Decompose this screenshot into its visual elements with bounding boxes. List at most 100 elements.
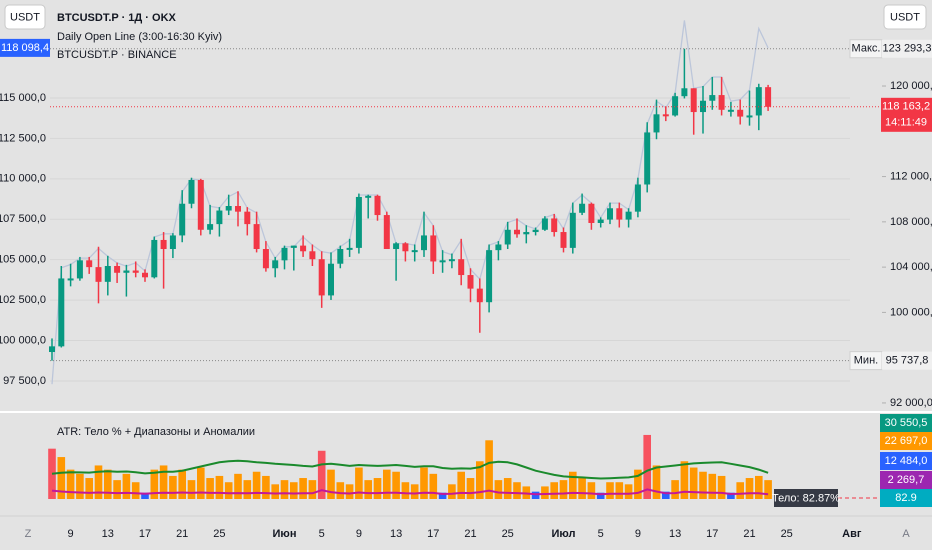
bar [215,475,224,499]
bar [457,471,465,499]
x-tick-label: 9 [635,528,641,540]
bar [57,457,66,499]
candle-body [653,114,660,133]
candle-body [439,260,446,263]
candle-body [393,243,400,250]
bar [643,434,651,499]
candle-body [104,265,111,282]
currency-right[interactable]: USDT [890,11,920,23]
candle-body [132,270,139,273]
candle-body [541,218,548,230]
bar [550,482,558,499]
y2-last-value: 118 098,4 [1,42,49,54]
candle-body [123,270,130,273]
bar [383,469,391,499]
bar [76,473,84,499]
bar [466,478,475,499]
x-tick-label: Июн [273,528,297,540]
candle-body [495,244,502,251]
candle-body [662,114,669,117]
candle-body [421,235,427,251]
candle-body [476,288,483,303]
bar [596,492,605,499]
legend-entry: BTCUSDT.P · BINANCE [57,49,177,61]
candle-body [560,232,567,248]
candle-body [616,208,623,220]
candle-body [151,239,158,278]
candle-body [346,247,353,250]
bar [197,467,205,499]
candle-body [486,250,493,303]
max-value: 123 293,3 [883,43,932,55]
bar [503,478,512,499]
scale-button[interactable]: Z [25,528,32,540]
readout-value: 2 269,7 [888,474,925,486]
currency-button[interactable] [883,4,927,30]
candle-body [216,210,223,225]
candle-body [551,218,558,233]
candle-body [755,87,762,116]
x-tick-label: 25 [781,528,793,540]
bar [327,469,335,499]
candle-body [383,215,390,250]
candle-body [514,229,520,235]
bar [178,469,186,499]
x-tick-label: 17 [139,528,151,540]
y-tick-label: 104 000,0 [890,261,932,273]
readout-tag [880,471,932,489]
bar [252,471,261,499]
bar [141,492,149,499]
candle-body [448,259,455,262]
y-tick-label: 112 000,0 [890,170,932,182]
candle-body [169,235,176,250]
countdown: 14:11:49 [885,117,927,129]
bar [280,480,289,499]
candle-body [402,243,409,252]
bar [531,491,540,499]
bar [317,450,326,499]
bar [373,478,382,499]
bar [429,473,438,499]
readout-tag [880,414,932,432]
auto-scale-button[interactable]: A [902,528,910,540]
bar [94,465,103,499]
bar [355,467,363,499]
bar [652,465,661,499]
max-value-tag [882,39,932,58]
bar [169,475,177,499]
candle-body [179,203,186,236]
candle-body [597,219,604,223]
y2-tick-label: 100 000,0 [0,334,46,346]
candle-body [737,109,744,117]
bar [736,482,744,499]
indicator-line [51,459,769,480]
bar [48,448,56,499]
candle-body [253,224,260,250]
y2-tick-label: 110 000,0 [0,173,46,185]
bar [224,482,233,499]
readout-value: 22 697,0 [885,435,928,447]
bar [243,480,252,499]
bar [764,480,772,499]
plot: 97 500,0 100 000,0 102 500,0 105 000,0 107 5… [0,20,932,540]
bar [85,478,93,499]
candle-body [49,346,55,353]
candle-body [458,259,465,276]
candle-body [142,272,148,278]
currency-button[interactable] [4,4,46,30]
candle-body [467,275,474,289]
y2-tick-label: 112 500,0 [0,132,46,144]
bar [364,480,372,499]
last-price: 118 163,2 [882,101,930,113]
currency-left[interactable]: USDT [10,11,40,23]
bar [476,461,484,499]
readout-value: 30 550,5 [885,417,928,429]
y2-tick-label: 107 500,0 [0,213,46,225]
candle-body [160,239,167,250]
bar [113,480,121,499]
bar [606,482,614,499]
candle-body [579,203,586,213]
max-label: Макс. [852,43,881,55]
candle-body [225,206,232,211]
